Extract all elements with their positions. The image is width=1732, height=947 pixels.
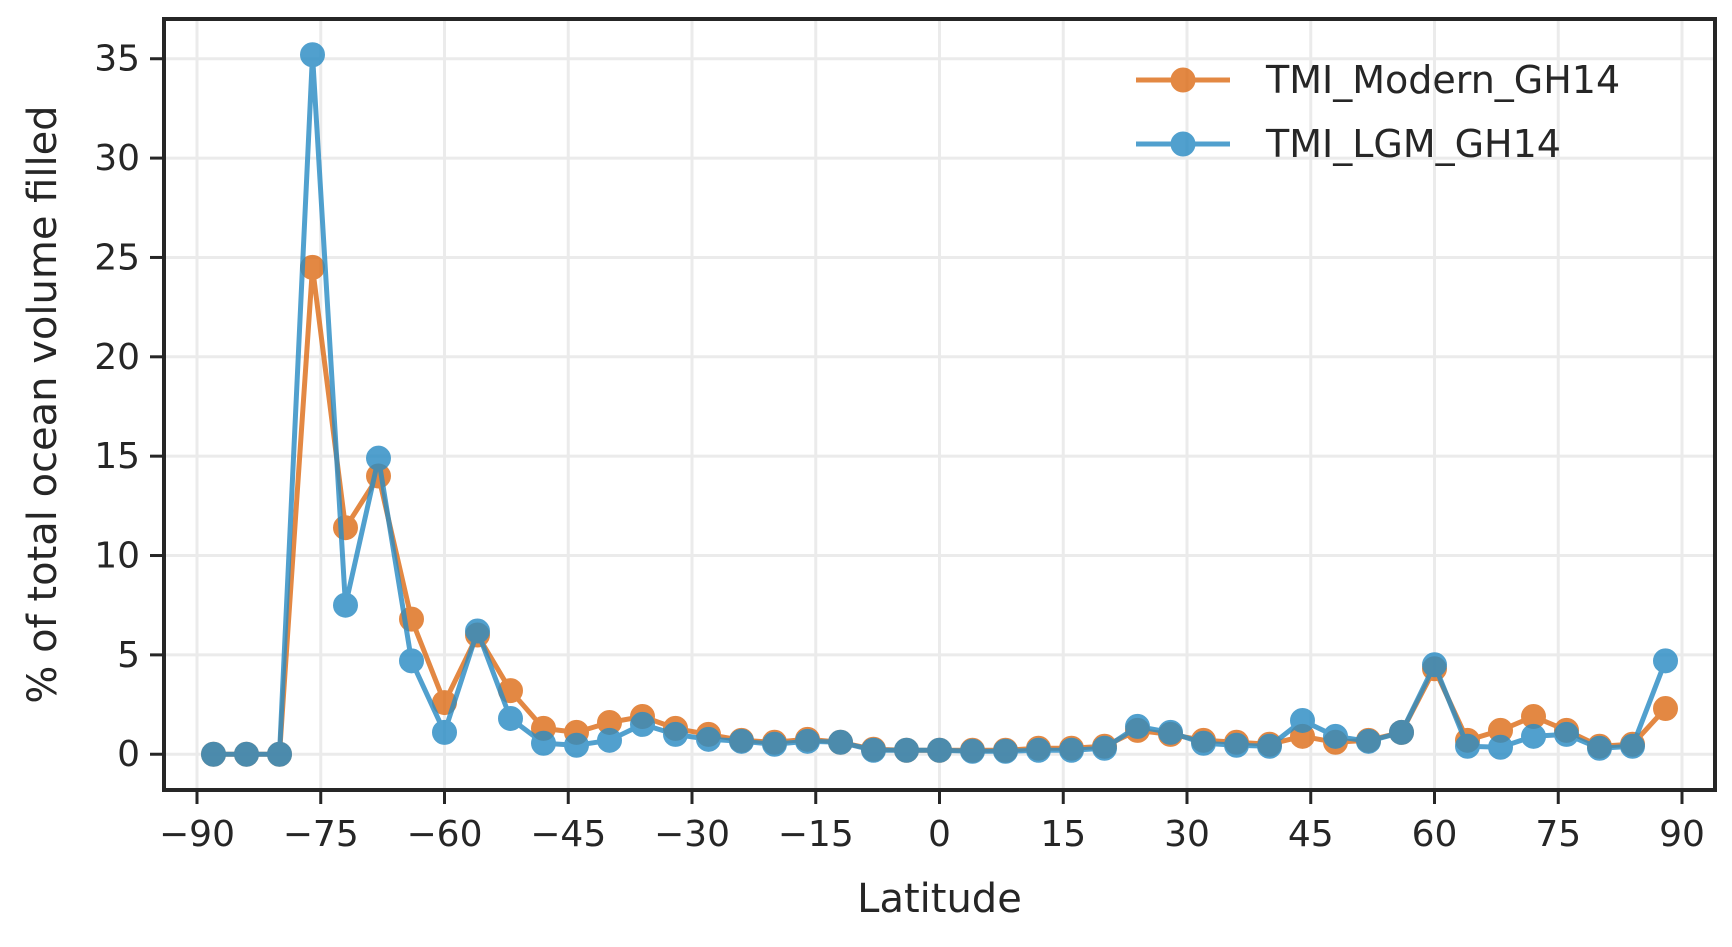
data-point xyxy=(1554,721,1579,747)
data-point xyxy=(1323,723,1348,749)
x-tick-label: −90 xyxy=(159,814,235,855)
data-point xyxy=(234,741,259,767)
data-point xyxy=(993,738,1018,764)
data-point xyxy=(894,737,919,763)
x-tick-label: 75 xyxy=(1535,814,1581,855)
data-point xyxy=(663,721,688,747)
data-point xyxy=(861,737,886,763)
data-point xyxy=(267,741,292,767)
data-point xyxy=(498,705,523,731)
data-point xyxy=(465,618,490,644)
legend-marker-TMI_Modern_GH14 xyxy=(1136,67,1230,93)
data-point xyxy=(1257,733,1282,759)
data-point xyxy=(333,515,358,541)
data-point xyxy=(1158,719,1183,745)
y-tick-label: 10 xyxy=(94,536,140,577)
data-point xyxy=(1356,728,1381,754)
data-point xyxy=(432,719,457,745)
x-tick-label: 45 xyxy=(1288,814,1334,855)
data-point xyxy=(531,730,556,756)
x-tick-label: 15 xyxy=(1040,814,1086,855)
data-point xyxy=(1620,733,1645,759)
y-tick-label: 35 xyxy=(94,39,140,80)
y-tick-label: 20 xyxy=(94,337,140,378)
legend-label: TMI_LGM_GH14 xyxy=(1265,122,1561,166)
y-tick-label: 25 xyxy=(94,237,140,278)
x-tick-label: 30 xyxy=(1164,814,1210,855)
plot-series xyxy=(201,42,1678,767)
x-tick-label: 0 xyxy=(928,814,951,855)
data-point xyxy=(729,728,754,754)
data-point xyxy=(795,728,820,754)
legend-label: TMI_Modern_GH14 xyxy=(1265,58,1620,102)
data-point xyxy=(1290,707,1315,733)
data-point xyxy=(597,727,622,753)
data-point xyxy=(1389,719,1414,745)
data-point xyxy=(1587,735,1612,761)
series-TMI_LGM_GH14 xyxy=(201,42,1678,767)
y-tick-label: 5 xyxy=(117,635,140,676)
data-point xyxy=(1125,713,1150,739)
data-point xyxy=(1191,730,1216,756)
legend-dot xyxy=(1170,67,1196,93)
data-point xyxy=(1488,734,1513,760)
x-tick-label: 90 xyxy=(1659,814,1705,855)
data-point xyxy=(1653,648,1678,674)
data-point xyxy=(1059,737,1084,763)
data-point xyxy=(564,732,589,758)
x-tick-label: −75 xyxy=(283,814,359,855)
data-point xyxy=(1224,732,1249,758)
data-point xyxy=(366,445,391,471)
x-tick-label: 60 xyxy=(1412,814,1458,855)
data-point xyxy=(201,741,226,767)
legend: TMI_Modern_GH14 TMI_LGM_GH14 xyxy=(1136,58,1620,166)
data-point xyxy=(630,711,655,737)
legend-dot xyxy=(1170,131,1196,157)
y-tick-label: 30 xyxy=(94,138,140,179)
x-tick-label: −15 xyxy=(778,814,854,855)
y-axis-title: % of total ocean volume filled xyxy=(20,105,66,703)
data-point xyxy=(927,737,952,763)
legend-marker-TMI_LGM_GH14 xyxy=(1136,131,1230,157)
data-point xyxy=(960,738,985,764)
data-point xyxy=(696,726,721,752)
data-point xyxy=(300,42,325,68)
x-tick-label: −45 xyxy=(530,814,606,855)
x-tick-label: −60 xyxy=(407,814,483,855)
y-tick-label: 0 xyxy=(117,734,140,775)
data-point xyxy=(1026,737,1051,763)
data-point xyxy=(1092,735,1117,761)
data-point xyxy=(762,731,787,757)
axes: −90 −75 −60 −45 −30 −15 0 15 30 45 60 75 90 0 5 10 15 20 2… xyxy=(20,17,1717,922)
data-point xyxy=(828,729,853,755)
data-point xyxy=(1521,723,1546,749)
x-tick-label: −30 xyxy=(654,814,730,855)
data-point xyxy=(1422,652,1447,678)
data-point xyxy=(399,648,424,674)
y-tick-label: 15 xyxy=(94,436,140,477)
x-axis-title: Latitude xyxy=(857,876,1022,922)
data-point xyxy=(1455,733,1480,759)
data-point xyxy=(333,592,358,618)
data-point xyxy=(1653,696,1678,722)
